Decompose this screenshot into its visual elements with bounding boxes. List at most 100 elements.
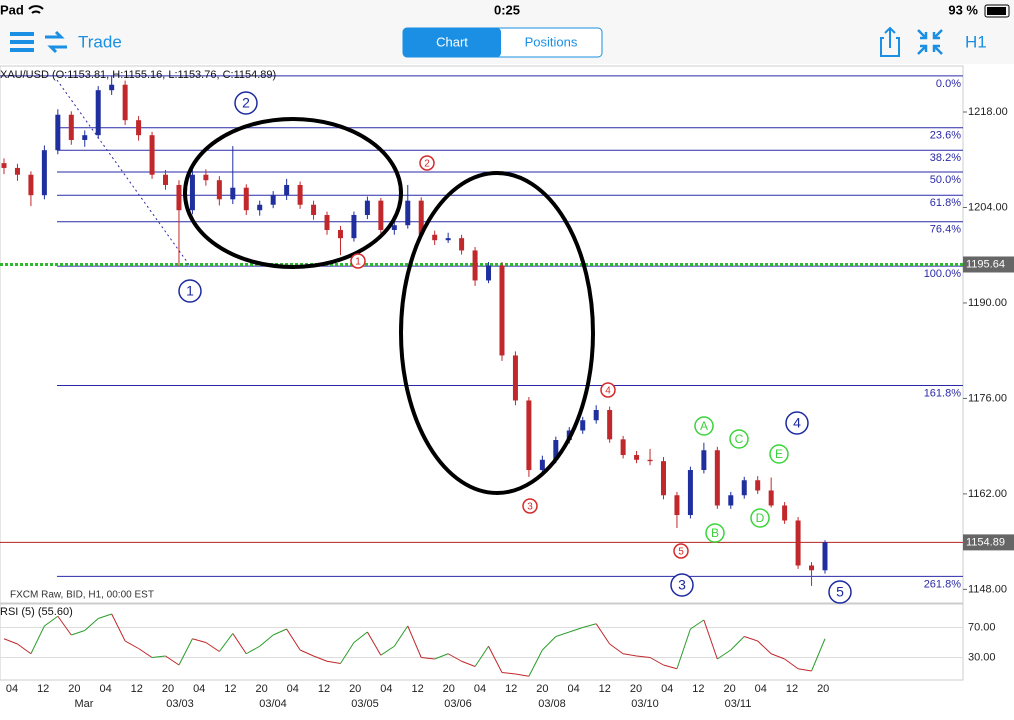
candle-body: [14, 167, 20, 175]
rsi-segment: [205, 642, 220, 652]
fib-label: 50.0%: [930, 174, 961, 186]
candle-body: [607, 410, 613, 440]
candle-body: [472, 250, 478, 281]
x-tick-label: 12: [599, 683, 611, 695]
x-tick-label: 04: [755, 683, 767, 695]
candle-body: [795, 520, 801, 566]
rsi-segment: [515, 673, 529, 677]
wave-marker: [785, 411, 809, 435]
rsi-segment: [407, 625, 422, 658]
candle-body: [41, 150, 47, 196]
x-date-label: 03/06: [444, 698, 472, 710]
wave-label: 3: [527, 502, 533, 513]
rsi-segment: [434, 653, 449, 660]
candle-body: [755, 480, 761, 491]
rsi-segment: [474, 645, 489, 667]
rsi-segment: [151, 655, 166, 658]
candle-body: [230, 187, 236, 200]
x-tick-label: 04: [567, 683, 579, 695]
rsi-tick-label: 70.00: [968, 621, 996, 633]
candle-body: [82, 135, 88, 140]
rsi-segment: [138, 648, 153, 658]
y-tick-label: 1148.00: [968, 583, 1007, 595]
x-tick-label: 20: [723, 683, 735, 695]
wave-marker: [350, 253, 366, 269]
candle-body: [445, 238, 451, 241]
x-tick-label: 04: [661, 683, 673, 695]
wave-label: 5: [678, 547, 684, 558]
candle-body: [337, 229, 343, 239]
y-tick-label: 1176.00: [968, 392, 1007, 404]
candle-body: [378, 200, 384, 230]
menu-icon[interactable]: [10, 32, 34, 52]
candle-body: [68, 114, 74, 140]
candle-body: [122, 84, 128, 121]
candle-body: [553, 440, 559, 460]
x-tick-label: 20: [255, 683, 267, 695]
wave-marker: [600, 382, 616, 398]
swap-icon[interactable]: [45, 30, 67, 54]
fib-label: 161.8%: [924, 387, 962, 399]
rsi-segment: [340, 642, 355, 664]
wave-marker: [750, 508, 770, 528]
wave-label: 2: [424, 159, 430, 170]
fullscreen-icon[interactable]: [917, 29, 943, 55]
rsi-segment: [3, 638, 18, 645]
x-date-label: 03/05: [351, 698, 379, 710]
fib-label: 0.0%: [936, 78, 961, 90]
wave-marker: [705, 523, 725, 543]
candle-body: [270, 195, 276, 205]
rsi-segment: [44, 615, 59, 627]
x-date-label: 03/04: [259, 698, 287, 710]
x-tick-label: 20: [162, 683, 174, 695]
rsi-panel: [0, 603, 964, 681]
trade-button[interactable]: Trade: [78, 32, 122, 51]
x-tick-label: 20: [349, 683, 361, 695]
wave-label: 1: [186, 283, 194, 299]
fib-trend-line: [56, 79, 191, 267]
x-tick-label: 12: [411, 683, 423, 695]
rsi-segment: [595, 623, 611, 645]
x-tick-label: 12: [224, 683, 236, 695]
rsi-segment: [676, 628, 691, 669]
candle-body: [364, 200, 370, 215]
fib-label: 261.8%: [924, 578, 962, 590]
rsi-segment: [30, 625, 45, 654]
wave-label: E: [775, 447, 783, 461]
rsi-segment: [98, 613, 112, 619]
x-tick-label: 20: [68, 683, 80, 695]
x-tick-label: 12: [37, 683, 49, 695]
rsi-segment: [353, 631, 368, 643]
candle-body: [660, 461, 666, 496]
rsi-segment: [447, 653, 462, 662]
feed-info: FXCM Raw, BID, H1, 00:00 EST: [10, 590, 154, 601]
x-date-label: 03/10: [631, 698, 659, 710]
ohlc-header: XAU/USD (O:1153.81, H:1155.16, L:1153.76…: [0, 69, 276, 81]
candle-body: [432, 234, 438, 241]
rsi-tick-label: 30.00: [968, 651, 996, 663]
battery-icon: [984, 4, 1010, 18]
price-tag-label: 1195.64: [966, 258, 1005, 270]
share-icon[interactable]: [880, 26, 900, 57]
positions-tab[interactable]: Positions: [525, 34, 578, 49]
rsi-segment: [246, 645, 260, 655]
wave-label: 2: [242, 95, 250, 111]
rsi-segment: [366, 631, 382, 656]
candle-body: [243, 187, 249, 211]
rsi-segment: [232, 633, 247, 655]
chart-tab[interactable]: Chart: [436, 34, 468, 49]
candle-body: [1, 163, 7, 168]
rsi-segment: [393, 625, 409, 647]
candle-body: [809, 565, 815, 571]
candle-body: [55, 114, 61, 151]
candle-body: [701, 450, 707, 471]
rsi-segment: [636, 655, 651, 658]
timeframe-button[interactable]: H1: [965, 32, 987, 51]
candle-body: [526, 400, 532, 471]
candle-body: [728, 495, 734, 506]
x-date-label: Mar: [75, 698, 94, 710]
rsi-title: RSI (5) (55.60): [0, 606, 73, 618]
wave-marker: [670, 573, 694, 597]
candle-body: [136, 120, 142, 136]
ellipse-annotation: [399, 171, 595, 495]
